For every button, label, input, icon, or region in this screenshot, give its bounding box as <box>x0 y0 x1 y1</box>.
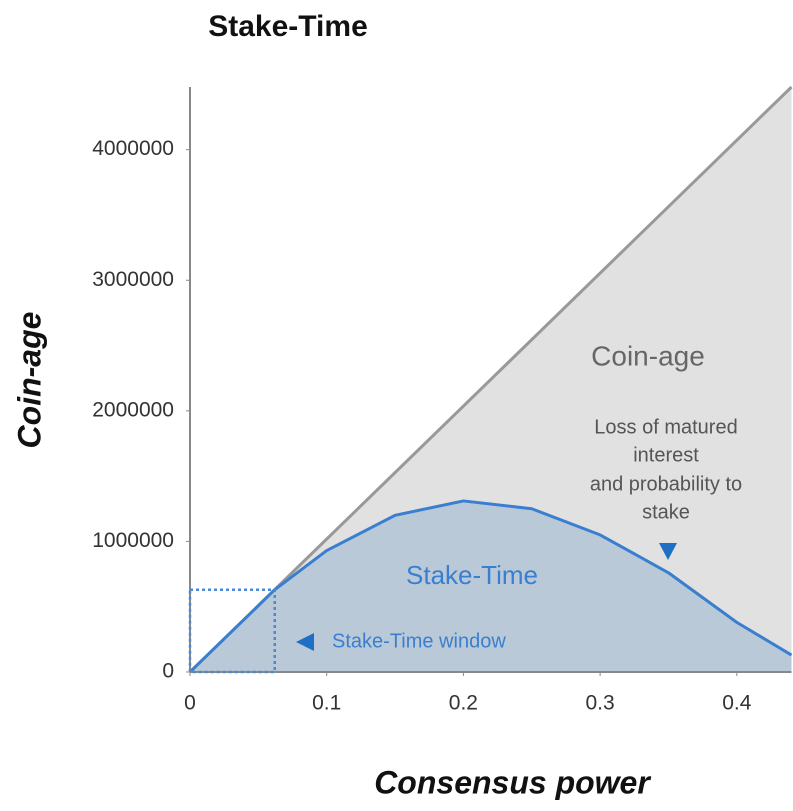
y-tick-label: 3000000 <box>92 268 174 291</box>
area-label: Coin-age <box>591 340 705 371</box>
line <box>188 85 793 674</box>
x-tick-label: 0.1 <box>312 692 341 715</box>
y-axis-label: Coin-age <box>11 312 47 449</box>
annotation: stake <box>642 501 690 523</box>
y-tick-label: 2000000 <box>92 398 174 421</box>
chart-title: Stake-Time <box>208 10 368 43</box>
x-tick-label: 0.2 <box>449 692 478 715</box>
window-box <box>188 588 277 674</box>
line <box>188 499 793 674</box>
x-tick-label: 0.4 <box>722 692 752 715</box>
x-tick-label: 0.3 <box>586 692 615 715</box>
plot-area <box>186 85 793 676</box>
x-axis-label: Consensus power <box>374 764 651 800</box>
area-label: Stake-Time <box>406 560 538 590</box>
y-tick-label: 4000000 <box>92 137 174 160</box>
y-tick-label: 0 <box>162 660 174 683</box>
x-tick-label: 0 <box>184 692 196 715</box>
annotation: Stake-Time window <box>332 630 506 652</box>
annotation: and probability to <box>590 473 742 495</box>
annotation: Loss of matured <box>594 416 737 438</box>
arrow-marker <box>659 543 677 560</box>
arrow-marker <box>296 633 314 651</box>
y-tick-label: 1000000 <box>92 529 174 552</box>
annotation: interest <box>633 444 699 466</box>
